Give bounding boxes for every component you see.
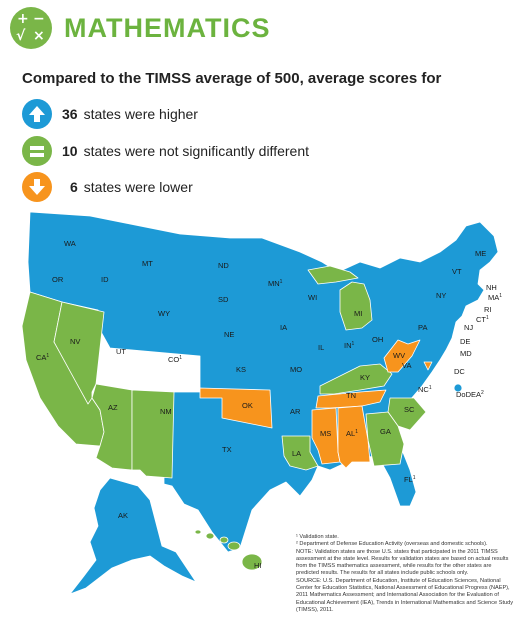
- state-label: ID: [101, 275, 109, 284]
- state-label: MA1: [488, 293, 502, 302]
- legend-text: states were higher: [83, 106, 198, 122]
- legend-lower: 6 states were lower: [22, 172, 193, 202]
- state-label: SC: [404, 405, 415, 414]
- state-shape-ky: [319, 363, 393, 395]
- state-label: ND: [218, 261, 229, 270]
- state-shape-ms: [311, 407, 341, 465]
- state-label: HI: [254, 561, 262, 570]
- state-label: CT1: [476, 315, 489, 324]
- legend-count: 6: [70, 179, 78, 195]
- state-label: TN: [346, 391, 356, 400]
- state-label: VT: [452, 267, 462, 276]
- legend-same: 10 states were not significantly differe…: [22, 136, 309, 166]
- state-shape-la: [281, 435, 319, 471]
- state-label: OK: [242, 401, 253, 410]
- state-label: GA: [380, 427, 391, 436]
- state-label: AZ: [108, 403, 118, 412]
- state-shape-ok: [199, 387, 273, 429]
- state-label: NM: [160, 407, 172, 416]
- state-label: MD: [460, 349, 472, 358]
- state-label: NC1: [418, 385, 432, 394]
- state-label: PA: [418, 323, 427, 332]
- state-label: KY: [360, 373, 370, 382]
- state-label: WA: [64, 239, 76, 248]
- state-label: KS: [236, 365, 246, 374]
- state-label: UT: [116, 347, 126, 356]
- state-label: NV: [70, 337, 80, 346]
- legend-text: states were not significantly different: [83, 143, 309, 159]
- state-label: RI: [484, 305, 492, 314]
- footnote-1: ¹ Validation state.: [296, 534, 339, 540]
- state-label: NY: [436, 291, 446, 300]
- subtitle: Compared to the TIMSS average of 500, av…: [22, 70, 442, 87]
- equals-icon: [22, 136, 52, 166]
- state-label: CO1: [168, 355, 182, 364]
- state-label: AK: [118, 511, 128, 520]
- state-label: FL1: [404, 475, 416, 484]
- state-label: DE: [460, 337, 470, 346]
- state-label: MO: [290, 365, 302, 374]
- state-label: WV: [393, 351, 405, 360]
- state-label: MN1: [268, 279, 283, 288]
- state-shape-ak: [69, 477, 197, 595]
- state-label: TX: [222, 445, 232, 454]
- legend-count: 36: [62, 106, 78, 122]
- state-label: SD: [218, 295, 229, 304]
- dodea-marker: [453, 383, 463, 393]
- state-label: OR: [52, 275, 64, 284]
- page-title: MATHEMATICS: [64, 12, 271, 43]
- state-shape-wv: [383, 339, 421, 373]
- math-operations-icon: + − √ ×: [10, 7, 52, 49]
- state-label: DC: [454, 367, 465, 376]
- state-label: CA1: [36, 353, 49, 362]
- state-label: WI: [308, 293, 317, 302]
- state-label: LA: [292, 449, 301, 458]
- state-shape-ga: [365, 411, 405, 467]
- state-label: WY: [158, 309, 170, 318]
- state-shape-nm: [131, 389, 175, 479]
- state-shape-mi-up: [307, 265, 359, 285]
- state-shape-hi: [194, 529, 263, 571]
- source-text: SOURCE: U.S. Department of Education, In…: [296, 577, 514, 613]
- arrow-down-icon: [22, 172, 52, 202]
- footnote-2: ² Department of Defense Education Activi…: [296, 541, 488, 548]
- state-shape-al: [337, 405, 371, 469]
- state-label: MS: [320, 429, 331, 438]
- state-label: IL: [318, 343, 324, 352]
- state-label: AL1: [346, 429, 358, 438]
- footnotes: ¹ Validation state. ² Department of Defe…: [296, 534, 514, 614]
- state-shape-nv: [53, 301, 105, 405]
- state-label: DoDEA2: [456, 390, 484, 399]
- state-label: VA: [402, 361, 411, 370]
- state-label: AR: [290, 407, 301, 416]
- state-label: NH: [486, 283, 497, 292]
- header: + − √ × MATHEMATICS: [10, 7, 271, 49]
- state-label: OH: [372, 335, 383, 344]
- state-label: MT: [142, 259, 153, 268]
- state-label: NJ: [464, 323, 473, 332]
- state-shape-tn: [315, 389, 387, 409]
- legend-text: states were lower: [83, 179, 193, 195]
- legend-count: 10: [62, 143, 78, 159]
- state-label: NE: [224, 330, 234, 339]
- state-shape-dc: [423, 361, 433, 371]
- note-text: NOTE: Validation states are those U.S. s…: [296, 548, 509, 577]
- legend-higher: 36 states were higher: [22, 99, 198, 129]
- arrow-up-icon: [22, 99, 52, 129]
- state-label: MI: [354, 309, 362, 318]
- state-shape-mi-lp: [339, 281, 373, 331]
- state-label: ME: [475, 249, 486, 258]
- state-label: IN1: [344, 341, 355, 350]
- state-label: IA: [280, 323, 287, 332]
